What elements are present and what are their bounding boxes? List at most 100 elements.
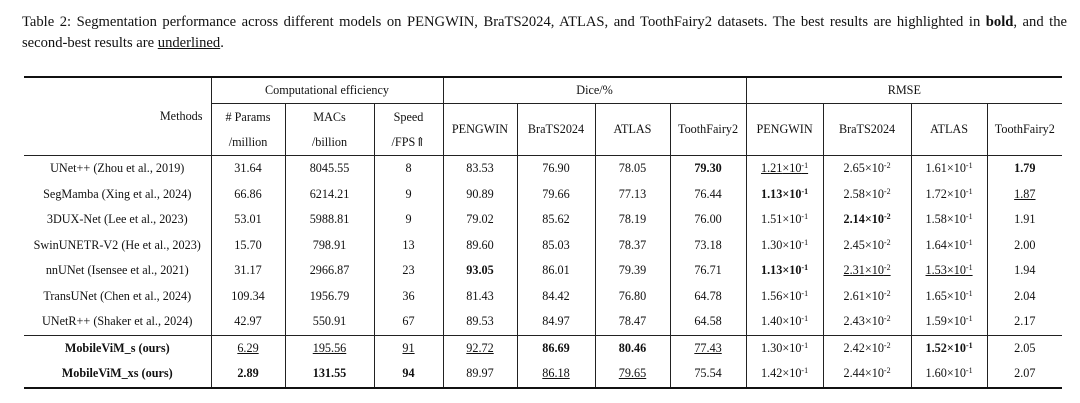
rmse-value: 1.40×10-1 xyxy=(761,314,808,328)
rmse-value: 2.44×10-2 xyxy=(844,366,891,380)
rmse-cell: 2.61×10-2 xyxy=(822,283,912,309)
rmse-exponent: -2 xyxy=(883,366,891,376)
method-cell: nnUNet (Isensee et al., 2021) xyxy=(24,258,211,284)
rmse-times-ten: ×10 xyxy=(864,366,884,381)
rmse-mantissa: 2.65 xyxy=(843,161,865,176)
rmse-times-ten: ×10 xyxy=(946,237,966,252)
rmse-cell: 2.43×10-2 xyxy=(822,309,912,335)
speed-cell: 8 xyxy=(373,155,444,182)
params-cell: 42.97 xyxy=(210,309,285,335)
rmse-times-ten: ×10 xyxy=(782,314,802,329)
rmse-value: 1.51×10-1 xyxy=(761,212,808,226)
dice-cell: 85.03 xyxy=(516,232,596,258)
method-cell-value: MobileViM_xs (ours) xyxy=(61,366,173,381)
dice-cell-value: 80.46 xyxy=(618,340,647,355)
rmse-times-ten: ×10 xyxy=(782,237,802,252)
speed-cell: 67 xyxy=(373,309,444,335)
rmse-exponent: -1 xyxy=(965,161,973,171)
params-cell: 31.64 xyxy=(210,155,285,182)
header-macs-line2: /billion xyxy=(284,130,374,156)
rmse-exponent: -2 xyxy=(883,186,891,196)
rmse-mantissa: 2.31 xyxy=(843,263,865,278)
dice-cell-value: 79.66 xyxy=(542,186,570,201)
rmse-mantissa: 1.65 xyxy=(925,288,947,303)
table-row: nnUNet (Isensee et al., 2021) 31.17 2966.8… xyxy=(24,258,1063,284)
rmse-mantissa: 2.61 xyxy=(843,288,865,303)
params-cell-value: 42.97 xyxy=(234,314,262,329)
method-cell-value: SegMamba (Xing et al., 2024) xyxy=(43,186,192,201)
rmse-cell: 1.13×10-1 xyxy=(745,181,824,207)
dice-cell: 92.72 xyxy=(442,334,518,361)
dice-cell: 86.69 xyxy=(516,334,596,361)
rmse-value: 1.21×10-1 xyxy=(761,161,808,175)
rmse-value: 1.87 xyxy=(1014,187,1035,201)
rmse-value: 2.65×10-2 xyxy=(844,161,891,175)
rmse-cell: 2.45×10-2 xyxy=(822,232,912,258)
dice-cell-value: 84.42 xyxy=(542,288,570,303)
header-rmse-brats: BraTS2024 xyxy=(822,103,912,156)
caption-text-a: Table 2: Segmentation performance across… xyxy=(22,14,986,30)
rmse-value: 1.91 xyxy=(1014,212,1035,226)
rmse-times-ten: ×10 xyxy=(946,366,966,381)
rmse-value: 2.43×10-2 xyxy=(844,314,891,328)
params-cell-value: 109.34 xyxy=(231,288,265,303)
method-cell-value: MobileViM_s (ours) xyxy=(64,340,170,355)
header-rmse-toothfairy: ToothFairy2 xyxy=(986,103,1063,156)
dice-cell: 76.00 xyxy=(669,207,747,233)
method-cell-value: SwinUNETR-V2 (He et al., 2023) xyxy=(33,237,201,252)
rmse-times-ten: ×10 xyxy=(782,161,802,176)
table-row: MobileViM_xs (ours) 2.89 131.55 94 89.97 86.1… xyxy=(24,361,1063,389)
header-group-dice: Dice/% xyxy=(442,76,747,104)
macs-cell-value: 5988.81 xyxy=(309,212,350,227)
header-rmse-pengwin: PENGWIN xyxy=(745,103,824,156)
table-row: TransUNet (Chen et al., 2024) 109.34 1956.… xyxy=(24,283,1063,309)
rmse-mantissa: 2.14 xyxy=(843,212,865,227)
rmse-times-ten: ×10 xyxy=(946,212,966,227)
header-dice-brats: BraTS2024 xyxy=(516,103,596,156)
rmse-cell: 2.65×10-2 xyxy=(822,155,912,182)
dice-cell: 78.37 xyxy=(594,232,671,258)
rmse-mantissa: 1.91 xyxy=(1014,212,1036,227)
rmse-times-ten: ×10 xyxy=(864,212,884,227)
dice-cell: 73.18 xyxy=(669,232,747,258)
dice-cell: 84.97 xyxy=(516,309,596,335)
speed-cell-value: 23 xyxy=(402,263,415,278)
rmse-mantissa: 1.13 xyxy=(760,263,783,278)
speed-cell-value: 67 xyxy=(402,314,415,329)
dice-cell: 76.71 xyxy=(669,258,747,284)
rmse-value: 1.30×10-1 xyxy=(761,341,808,355)
dice-cell: 77.13 xyxy=(594,181,671,207)
table-row: UNetR++ (Shaker et al., 2024) 42.97 550.91… xyxy=(24,309,1063,335)
params-cell-value: 53.01 xyxy=(234,212,262,227)
rmse-value: 2.14×10-2 xyxy=(843,212,890,226)
dice-cell: 84.42 xyxy=(516,283,596,309)
caption-text-c: . xyxy=(220,35,224,51)
rmse-cell: 1.60×10-1 xyxy=(910,361,988,389)
rmse-exponent: -2 xyxy=(883,288,891,298)
dice-cell: 79.66 xyxy=(516,181,596,207)
rmse-mantissa: 1.51 xyxy=(761,212,783,227)
rmse-exponent: -1 xyxy=(965,288,973,298)
rmse-times-ten: ×10 xyxy=(946,314,966,329)
rmse-exponent: -1 xyxy=(965,340,973,350)
rmse-cell: 2.58×10-2 xyxy=(822,181,912,207)
rmse-mantissa: 1.59 xyxy=(925,314,947,329)
params-cell: 6.29 xyxy=(210,334,285,361)
dice-cell: 90.89 xyxy=(442,181,518,207)
rmse-exponent: -2 xyxy=(883,314,891,324)
dice-cell: 76.80 xyxy=(594,283,671,309)
dice-cell-value: 85.62 xyxy=(542,212,570,227)
header-group-row: Computational efficiency Dice/% RMSE xyxy=(24,76,1063,104)
rmse-exponent: -1 xyxy=(801,237,809,247)
dice-cell-value: 76.00 xyxy=(694,212,722,227)
rmse-mantissa: 1.30 xyxy=(761,340,783,355)
rmse-mantissa: 2.43 xyxy=(843,314,865,329)
rmse-value: 1.52×10-1 xyxy=(925,341,972,355)
header-macs-line1: MACs xyxy=(284,103,374,130)
rmse-cell: 1.30×10-1 xyxy=(745,232,824,258)
dice-cell-value: 92.72 xyxy=(466,340,494,355)
rmse-cell: 2.05 xyxy=(986,334,1063,361)
dice-cell-value: 79.30 xyxy=(694,161,722,176)
rmse-exponent: -1 xyxy=(965,186,973,196)
dice-cell: 86.01 xyxy=(516,258,596,284)
